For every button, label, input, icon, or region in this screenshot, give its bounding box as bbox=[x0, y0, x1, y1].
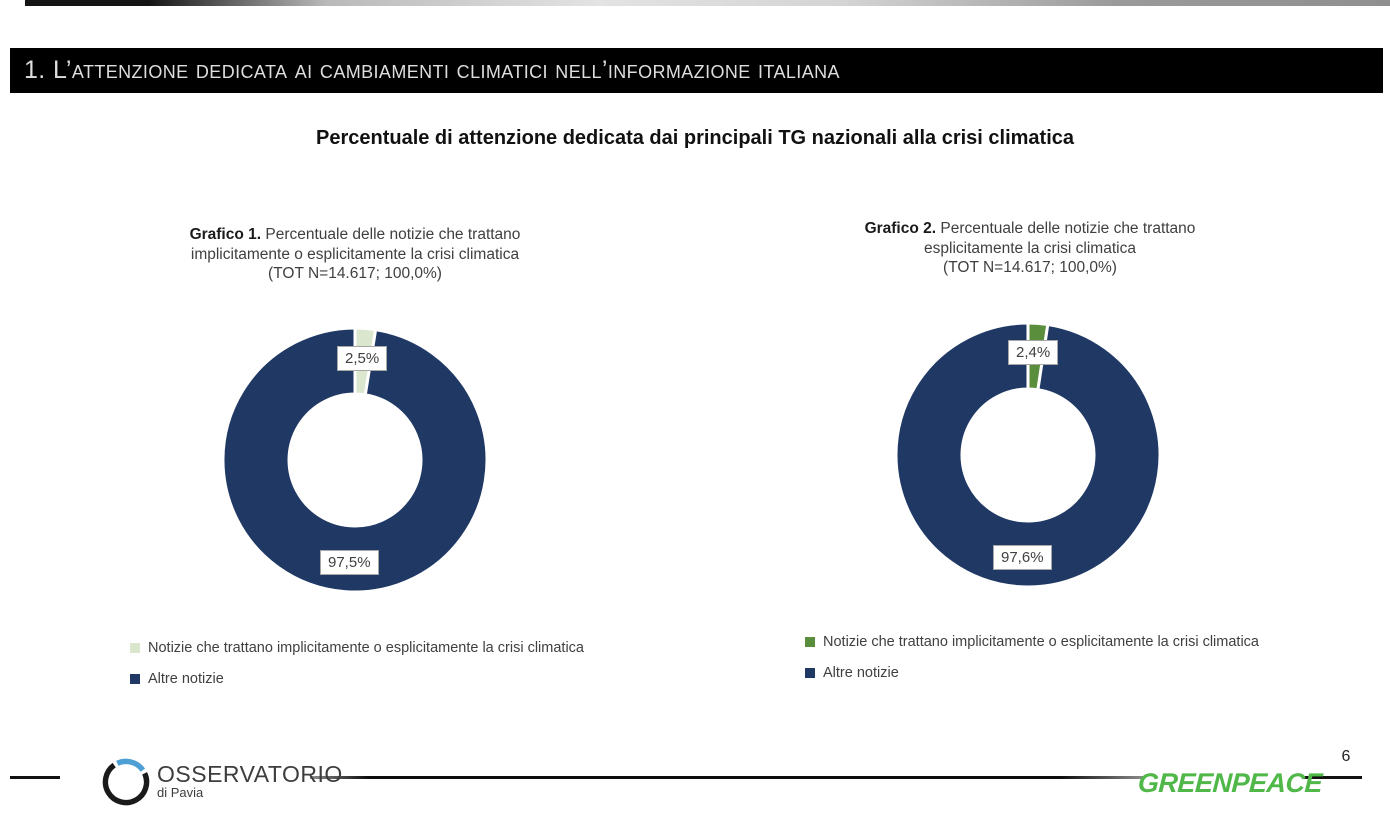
donut-chart-2: 2,4% 97,6% bbox=[890, 317, 1166, 593]
footer-rule-right bbox=[1302, 776, 1362, 779]
chart-2-caption-line1: Percentuale delle notizie che trattano bbox=[936, 220, 1196, 237]
donut-chart-1-svg bbox=[221, 326, 489, 594]
chart-1-small-slice-label: 2,5% bbox=[337, 346, 388, 371]
chart-2-big-slice-label: 97,6% bbox=[993, 545, 1052, 570]
page-number: 6 bbox=[1341, 748, 1351, 765]
osservatorio-subtitle: di Pavia bbox=[157, 785, 204, 800]
osservatorio-wordmark: OSSERVATORIO bbox=[157, 761, 343, 787]
osservatorio-logo: OSSERVATORIO di Pavia bbox=[157, 762, 343, 800]
legend-item: Altre notizie bbox=[805, 665, 1259, 681]
legend-swatch-navy bbox=[130, 674, 140, 684]
section-header-bar: 1. L’attenzione dedicata ai cambiamenti … bbox=[10, 48, 1383, 93]
main-title: Percentuale di attenzione dedicata dai p… bbox=[315, 127, 1075, 149]
chart-1-caption-line1: Percentuale delle notizie che trattano bbox=[261, 226, 521, 243]
legend-item: Notizie che trattano implicitamente o es… bbox=[805, 634, 1259, 650]
chart-2-caption: Grafico 2. Percentuale delle notizie che… bbox=[815, 219, 1245, 278]
legend-swatch-green bbox=[805, 637, 815, 647]
chart-1-caption-label: Grafico 1. bbox=[189, 226, 262, 243]
legend-label: Notizie che trattano implicitamente o es… bbox=[148, 640, 584, 656]
osservatorio-ring-icon bbox=[100, 756, 152, 808]
legend-swatch-pale-green bbox=[130, 643, 140, 653]
footer-rule-middle bbox=[310, 776, 1143, 779]
chart-2-legend: Notizie che trattano implicitamente o es… bbox=[805, 634, 1259, 696]
chart-2-caption-line2: esplicitamente la crisi climatica bbox=[924, 239, 1136, 257]
chart-2-small-slice-label: 2,4% bbox=[1008, 340, 1059, 365]
footer-rule-left bbox=[10, 776, 60, 779]
legend-item: Altre notizie bbox=[130, 671, 584, 687]
donut-chart-1: 2,5% 97,5% bbox=[217, 322, 493, 598]
chart-1-caption-line2: implicitamente o esplicitamente la crisi… bbox=[190, 245, 520, 263]
section-title: 1. L’attenzione dedicata ai cambiamenti … bbox=[24, 56, 840, 84]
chart-1-big-slice-label: 97,5% bbox=[320, 550, 379, 575]
chart-2-caption-line3: (TOT N=14.617; 100,0%) bbox=[943, 259, 1117, 276]
legend-swatch-navy bbox=[805, 668, 815, 678]
chart-1-caption-line3: (TOT N=14.617; 100,0%) bbox=[268, 265, 442, 282]
legend-item: Notizie che trattano implicitamente o es… bbox=[130, 640, 584, 656]
greenpeace-logo: GREENPEACE bbox=[1137, 768, 1323, 798]
chart-2-caption-label: Grafico 2. bbox=[864, 220, 937, 237]
donut-chart-2-svg bbox=[894, 321, 1162, 589]
legend-label: Altre notizie bbox=[148, 671, 224, 687]
chart-1-caption: Grafico 1. Percentuale delle notizie che… bbox=[140, 225, 570, 284]
legend-label: Notizie che trattano implicitamente o es… bbox=[823, 634, 1259, 650]
page-edge-shadow bbox=[25, 0, 1390, 6]
legend-label: Altre notizie bbox=[823, 665, 899, 681]
chart-1-legend: Notizie che trattano implicitamente o es… bbox=[130, 640, 584, 702]
